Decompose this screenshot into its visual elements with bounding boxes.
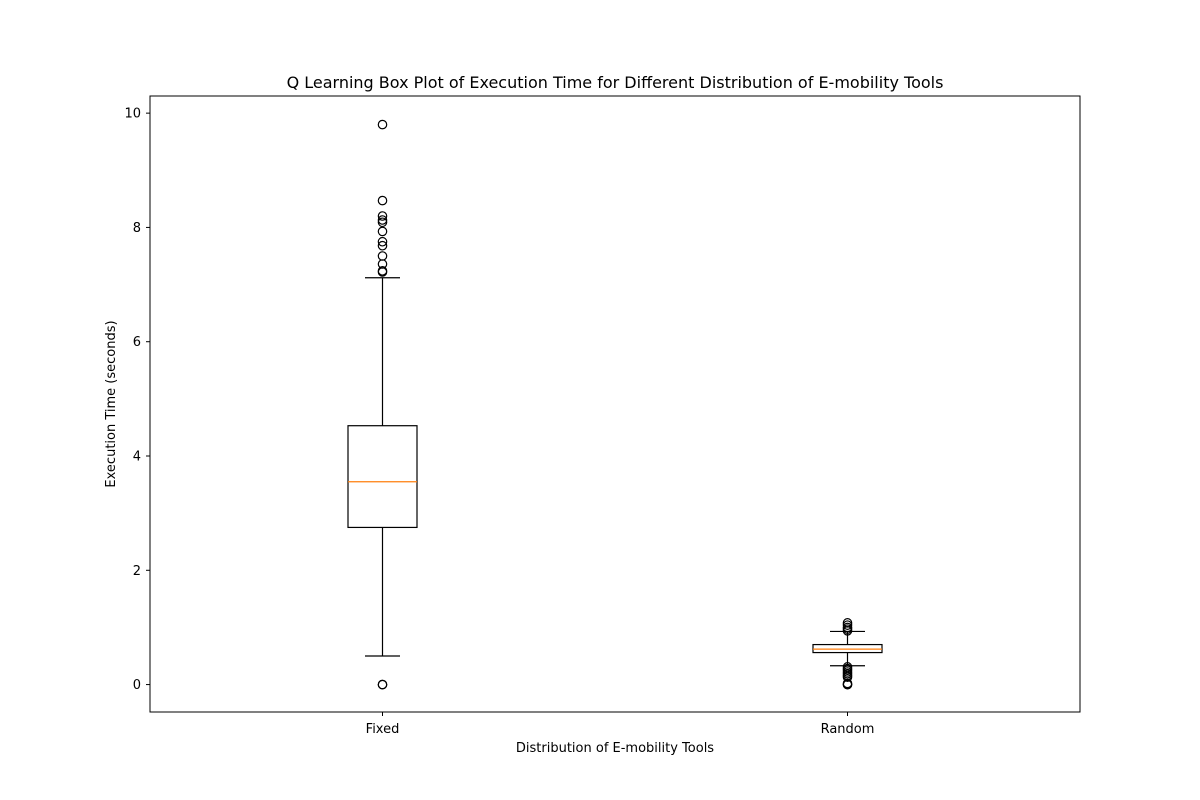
y-tick-label: 8 — [133, 221, 141, 236]
outlier-point-fixed — [377, 236, 388, 247]
x-tick-label-random: Random — [821, 722, 875, 737]
outlier-point-fixed — [377, 226, 388, 237]
y-tick-label: 4 — [133, 450, 141, 465]
y-tick-label: 0 — [133, 678, 141, 693]
box-fixed — [347, 425, 418, 529]
outlier-point-fixed — [377, 195, 388, 206]
outlier-point-fixed — [377, 119, 388, 130]
y-tick-label: 6 — [133, 335, 141, 350]
outlier-point-fixed — [377, 251, 388, 261]
outlier-point-random — [842, 662, 853, 672]
plot-area: 0 2 4 6 8 10 Fixed Random — [124, 95, 1081, 737]
outlier-point-random — [842, 618, 853, 628]
outlier-point-fixed — [377, 266, 388, 276]
x-axis-label: Distribution of E-mobility Tools — [516, 741, 714, 756]
y-axis-label: Execution Time (seconds) — [104, 320, 119, 487]
y-tick-label: 2 — [133, 564, 141, 579]
outlier-point-fixed — [377, 215, 388, 225]
axes-frame — [149, 95, 1081, 713]
x-tick-label-fixed: Fixed — [366, 722, 400, 737]
y-tick-label: 10 — [124, 107, 141, 122]
chart-title: Q Learning Box Plot of Execution Time fo… — [287, 73, 944, 92]
outlier-point-fixed — [377, 679, 388, 690]
outlier-point-fixed — [377, 211, 388, 221]
outlier-point-fixed — [377, 240, 388, 251]
